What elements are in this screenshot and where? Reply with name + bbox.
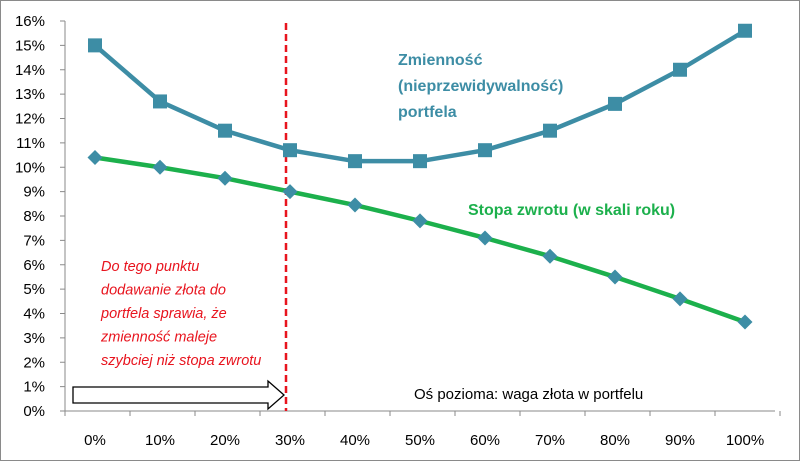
data-point-diamond [152,159,168,175]
y-tick-label: 5% [23,281,45,298]
arrow-shape [72,379,285,411]
y-tick-label: 14% [15,62,45,79]
y-tick-label: 4% [23,306,45,323]
labels-group: Zmienność (nieprzewidywalność) portfela Sto… [100,52,675,403]
data-point-diamond [347,197,363,213]
y-tick-label: 16% [15,13,45,30]
x-tick-label: 50% [405,432,435,449]
x-tick-label: 60% [470,432,500,449]
y-axis: 0% 1% 2% 3% 4% 5% 6% 7% 8% 9% 10% 11% 12% 13% 14% 15% 16… [15,13,66,420]
y-tick-label: 10% [15,159,45,176]
annotation-line: Do tego punktu [101,259,199,275]
data-point-diamond [672,291,688,307]
data-point-diamond [282,184,298,200]
data-point-square [348,154,362,169]
annotation-line: portfela sprawia, że [100,306,227,322]
data-point-square [283,143,297,158]
x-tick-label: 20% [210,432,240,449]
series-line [93,28,747,164]
y-tick-label: 3% [23,330,45,347]
x-axis-note: Oś pozioma: waga złota w portfelu [414,386,643,403]
data-point-square [738,23,752,38]
y-tick-label: 1% [23,379,45,396]
annotation-line: szybciej niż stopa zwrotu [101,353,261,369]
x-tick-label: 10% [145,432,175,449]
x-tick-label: 90% [665,432,695,449]
data-point-square [153,94,167,109]
data-point-square [608,96,622,111]
y-tick-label: 12% [15,111,45,128]
data-point-diamond [412,213,428,229]
y-tick-label: 6% [23,257,45,274]
y-tick-label: 9% [23,184,45,201]
range-arrow [72,379,285,411]
annotation-line: zmienność maleje [100,330,217,346]
y-tick-label: 11% [16,135,45,152]
x-tick-label: 40% [340,432,370,449]
data-point-square [673,62,687,77]
series-label-volatility: portfela [398,104,457,121]
series-label-return: Stopa zwrotu (w skali roku) [468,202,675,219]
y-tick-label: 2% [23,354,45,371]
data-point-square [478,143,492,158]
data-point-square [88,38,102,53]
data-point-diamond [87,150,103,165]
data-point-square [413,154,427,169]
x-tick-label: 80% [600,432,630,449]
y-tick-label: 8% [23,208,45,225]
data-point-diamond [542,248,558,264]
x-tick-label: 70% [535,432,565,449]
data-point-square [543,123,557,138]
annotation-line: dodawanie złota do [101,283,226,299]
data-point-diamond [607,269,623,285]
series-label-volatility: Zmienność [398,52,483,69]
y-tick-label: 7% [23,232,45,249]
x-axis: 0% 10% 20% 30% 40% 50% 60% 70% 80% 90% 100% [64,410,781,449]
x-tick-label: 0% [84,432,106,449]
data-point-diamond [217,170,233,186]
series-label-volatility: (nieprzewidywalność) [398,78,563,95]
data-point-square [218,123,232,138]
data-point-diamond [477,230,493,246]
y-tick-label: 13% [15,86,45,103]
y-tick-label: 15% [15,37,45,54]
series-group [87,23,753,330]
data-point-diamond [737,314,753,330]
y-tick-label: 0% [23,403,45,420]
x-tick-label: 30% [275,432,305,449]
x-tick-label: 100% [726,432,764,449]
